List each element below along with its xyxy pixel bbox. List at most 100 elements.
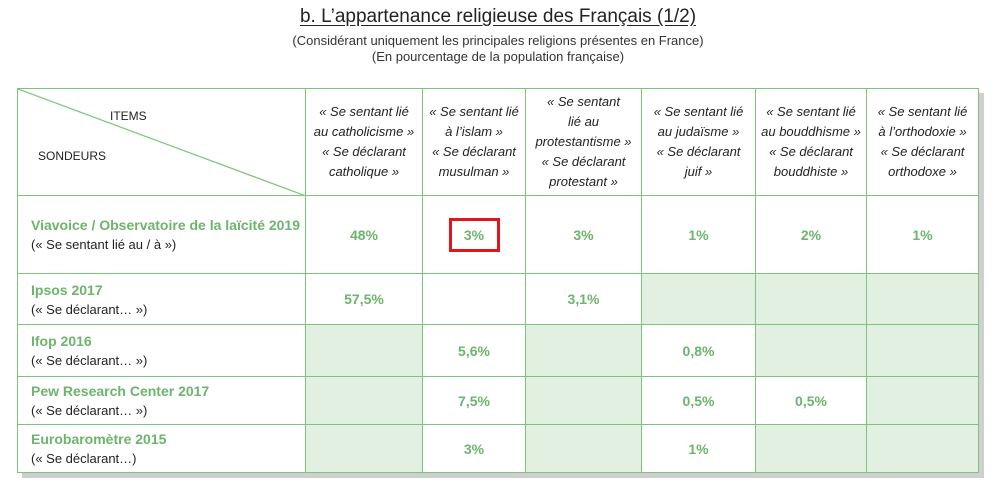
religion-table: ITEMS SONDEURS « Se sentant lié au catho…: [17, 88, 979, 473]
table-row: Viavoice / Observatoire de la laïcité 20…: [17, 195, 979, 274]
value-cell: 0,5%: [641, 376, 756, 425]
empty-cell: [755, 424, 867, 473]
value-cell: 3%: [525, 195, 642, 274]
source-note: (« Se déclarant… »): [31, 403, 148, 418]
empty-cell: [866, 273, 979, 325]
value-cell: 2%: [755, 195, 867, 274]
sondeurs-label: SONDEURS: [38, 149, 107, 163]
column-header-line: au bouddhisme »: [761, 124, 861, 139]
source-name: Pew Research Center 2017: [31, 383, 210, 399]
empty-cell: [525, 324, 642, 377]
empty-cell: [755, 273, 867, 325]
source-note: (« Se déclarant…): [31, 451, 137, 466]
column-header-line: « Se sentant lié: [877, 104, 968, 119]
column-header-line: au judaïsme »: [657, 124, 740, 139]
value-cell: 1%: [641, 195, 756, 274]
page-subtitle: (Considérant uniquement les principales …: [0, 33, 996, 65]
column-header-line: protestant »: [549, 174, 618, 189]
value-text: 3,1%: [567, 291, 600, 307]
value-cell: 3,1%: [525, 273, 642, 325]
value-cell: 48%: [305, 195, 423, 274]
source-cell: Ipsos 2017 (« Se déclarant… »): [17, 273, 306, 325]
column-header-line: juif »: [684, 164, 713, 179]
column-header-line: protestantisme »: [535, 134, 632, 149]
empty-cell: [641, 273, 756, 325]
source-name: Viavoice / Observatoire de la laïcité 20…: [31, 217, 301, 233]
source-note: (« Se déclarant… »): [31, 301, 148, 317]
column-header-catholicism: « Se sentant lié au catholicisme » « Se …: [305, 88, 423, 196]
value-cell: [422, 273, 526, 325]
column-header-line: catholique »: [328, 164, 400, 179]
table-row: Pew Research Center 2017 (« Se déclarant…: [17, 376, 979, 425]
subtitle-line: (Considérant uniquement les principales …: [292, 33, 704, 48]
value-text: 57,5%: [344, 291, 384, 307]
source-name: Ifop 2016: [31, 333, 92, 349]
column-header-line: lié au: [567, 114, 600, 129]
column-header-line: bouddhiste »: [773, 164, 849, 179]
source-note: (« Se déclarant… »): [31, 353, 148, 368]
value-text: 0,5%: [795, 392, 827, 409]
value-text: 5,6%: [458, 342, 490, 359]
value-cell: 5,6%: [422, 324, 526, 377]
column-header-line: à l’islam »: [445, 124, 503, 139]
column-header-line: « Se déclarant: [432, 144, 516, 159]
value-text: 3%: [463, 440, 485, 457]
column-header-line: orthodoxe »: [888, 164, 957, 179]
column-header-line: « Se sentant lié: [429, 104, 519, 119]
header-corner: ITEMS SONDEURS: [17, 88, 306, 196]
column-header-line: « Se sentant lié: [766, 104, 856, 119]
column-header-judaism: « Se sentant lié au judaïsme » « Se décl…: [641, 88, 756, 196]
column-header-line: musulman »: [438, 164, 510, 179]
column-header-line: « Se déclarant: [769, 144, 853, 159]
empty-cell: [866, 424, 979, 473]
value-text: 48%: [349, 226, 379, 243]
column-header-line: « Se sentant: [547, 94, 620, 109]
column-header-buddhism: « Se sentant lié au bouddhisme » « Se dé…: [755, 88, 867, 196]
source-cell: Viavoice / Observatoire de la laïcité 20…: [17, 195, 306, 274]
value-text: 1%: [688, 440, 709, 457]
source-cell: Ifop 2016 (« Se déclarant… »): [17, 324, 306, 377]
value-text: 7,5%: [458, 392, 490, 409]
items-label: ITEMS: [110, 109, 147, 123]
diagonal-divider: [18, 89, 306, 196]
empty-cell: [305, 376, 423, 425]
source-name: Ipsos 2017: [31, 281, 103, 298]
value-text: 0,8%: [682, 342, 715, 359]
column-header-line: « Se sentant lié: [319, 104, 409, 119]
value-cell: 3%: [422, 424, 526, 473]
value-cell: 57,5%: [305, 273, 423, 325]
column-header-orthodoxy: « Se sentant lié à l’orthodoxie » « Se d…: [866, 88, 979, 196]
source-name: Eurobaromètre 2015: [31, 431, 167, 447]
empty-cell: [305, 324, 423, 377]
header-row: ITEMS SONDEURS « Se sentant lié au catho…: [17, 88, 979, 196]
column-header-islam: « Se sentant lié à l’islam » « Se déclar…: [422, 88, 526, 196]
page-title: b. L’appartenance religieuse des Françai…: [299, 6, 697, 27]
value-cell: 1%: [866, 195, 979, 274]
column-header-line: à l’orthodoxie »: [878, 124, 967, 139]
value-cell: 0,8%: [641, 324, 756, 377]
column-header-line: « Se déclarant: [322, 144, 406, 159]
column-header-line: « Se déclarant: [541, 154, 626, 169]
column-header-protestantism: « Se sentant lié au protestantisme » « S…: [525, 88, 642, 196]
empty-cell: [525, 424, 642, 473]
source-cell: Pew Research Center 2017 (« Se déclarant…: [17, 376, 306, 425]
value-text: 2%: [800, 226, 822, 243]
value-text: 1%: [912, 226, 933, 243]
column-header-line: « Se déclarant: [880, 144, 965, 159]
table-row: Ifop 2016 (« Se déclarant… ») 5,6% 0,8%: [17, 324, 979, 377]
table-row: Eurobaromètre 2015 (« Se déclarant…) 3% …: [17, 424, 979, 473]
column-header-line: « Se déclarant: [656, 144, 741, 159]
column-header-line: au catholicisme »: [313, 124, 415, 139]
value-cell: 3%: [422, 195, 526, 274]
table-row: Ipsos 2017 (« Se déclarant… ») 57,5% 3,1…: [17, 273, 979, 325]
highlighted-value: 3%: [448, 217, 500, 252]
value-cell: 1%: [641, 424, 756, 473]
source-note: (« Se sentant lié au / à »): [31, 237, 177, 252]
empty-cell: [755, 324, 867, 377]
empty-cell: [525, 376, 642, 425]
column-header-line: « Se sentant lié: [653, 104, 744, 119]
value-text: 0,5%: [682, 392, 715, 409]
value-cell: 0,5%: [755, 376, 867, 425]
value-cell: 7,5%: [422, 376, 526, 425]
value-text: 1%: [688, 226, 709, 243]
